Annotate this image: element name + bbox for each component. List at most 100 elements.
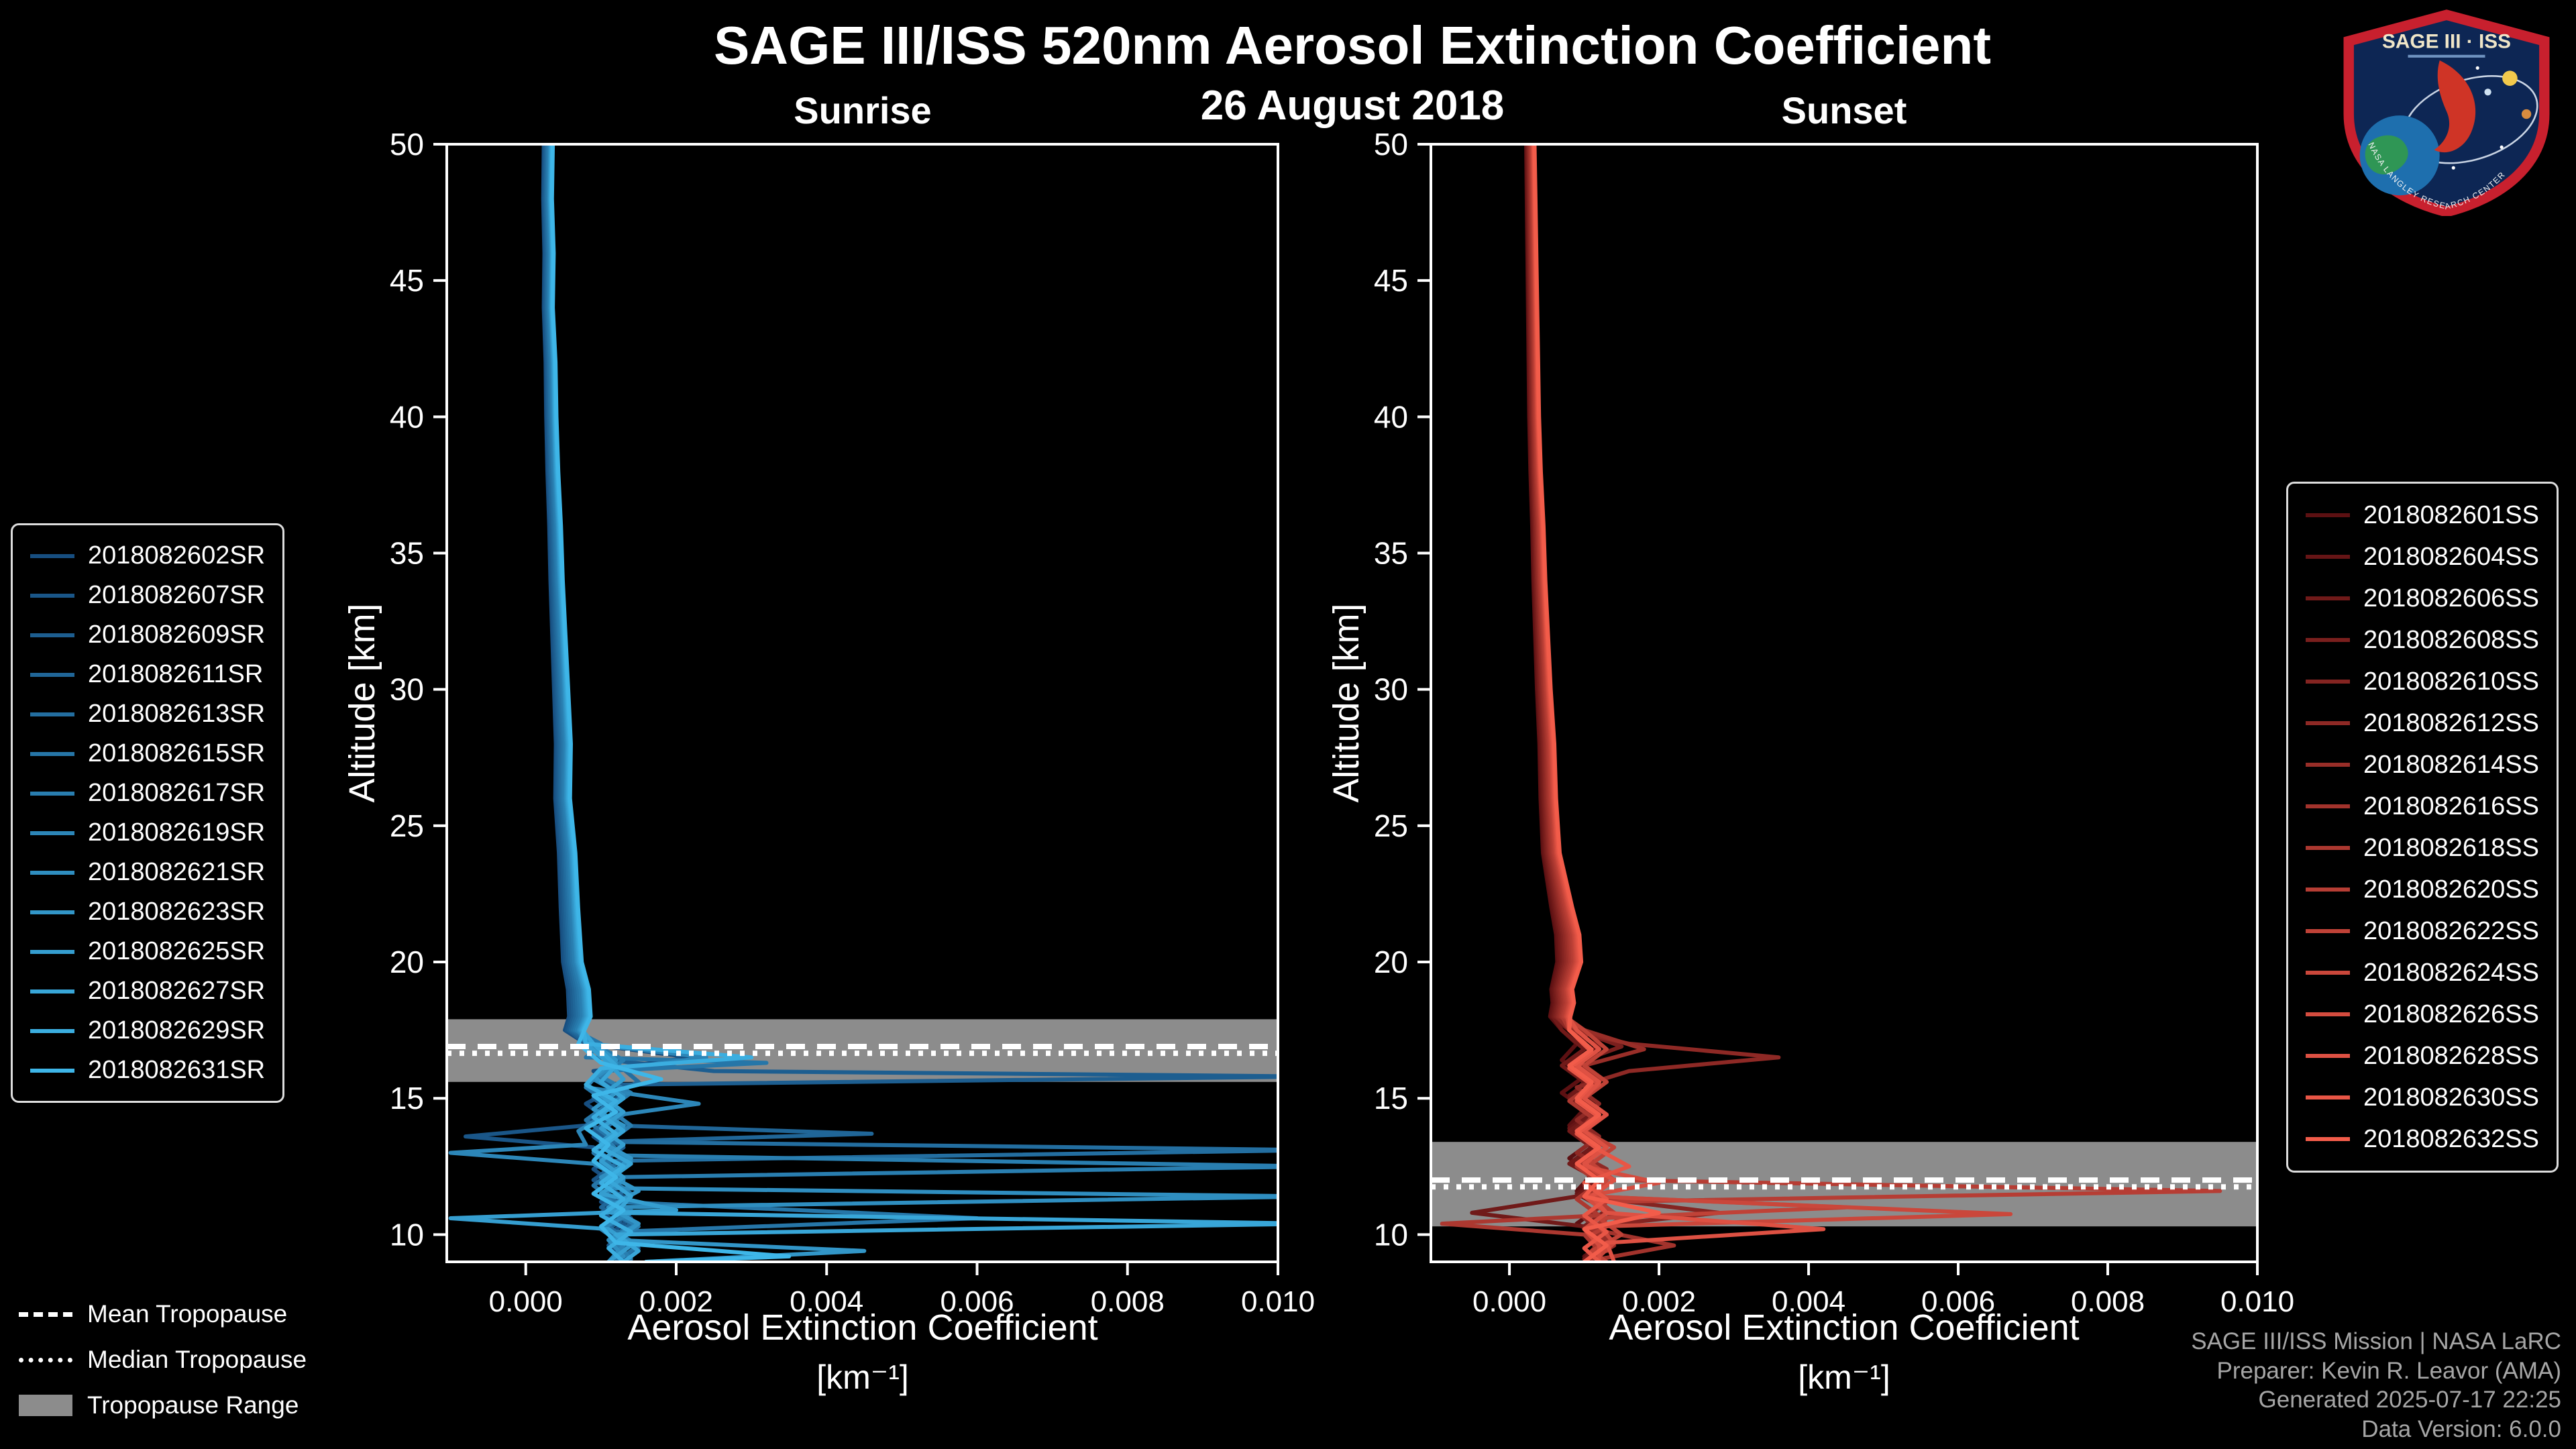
legend-item: 2018082619SR <box>30 813 265 853</box>
legend-label: 2018082626SS <box>2363 1000 2539 1028</box>
legend-line-sample <box>30 830 74 835</box>
legend-line-sample <box>2305 804 2350 808</box>
profile-2018082621SR <box>547 144 1278 1258</box>
profile-2018082624SS <box>1531 144 2013 1258</box>
legend-item: 2018082615SR <box>30 734 265 773</box>
legend-label: 2018082602SR <box>88 541 266 570</box>
logo-figure <box>2434 60 2476 153</box>
y-tick-label: 35 <box>1374 536 1408 571</box>
legend-label: 2018082625SR <box>88 937 266 965</box>
legend-line-sample <box>30 989 74 994</box>
figure-date: 26 August 2018 <box>1200 83 1505 129</box>
tropopause-range-label: Tropopause Range <box>87 1391 299 1419</box>
profile-2018082629SR <box>549 144 754 1262</box>
legend-label: 2018082608SS <box>2363 625 2539 654</box>
legend-label: 2018082606SS <box>2363 584 2539 612</box>
y-tick-label: 30 <box>1374 672 1408 707</box>
sunset-panel-title: Sunset <box>1781 89 1907 131</box>
legend-line-sample <box>2305 1054 2350 1058</box>
sunrise-legend: 2018082602SR 2018082607SR 2018082609SR 2018… <box>11 523 285 1103</box>
legend-item: 2018082602SR <box>30 536 265 576</box>
sunrise-x-axis-units: [km⁻¹] <box>816 1358 909 1396</box>
sunset-plot: 10 15 20 25 30 35 40 45 50 0.000 0.002 0.004 0.006 0.… <box>1374 127 2294 1318</box>
legend-line-sample <box>30 1068 74 1073</box>
legend-label: 2018082629SR <box>88 1016 266 1044</box>
logo-star <box>2451 166 2455 170</box>
x-tick-label: 0.002 <box>639 1285 713 1318</box>
legend-label: 2018082621SR <box>88 858 266 886</box>
legend-item: 2018082623SR <box>30 892 265 932</box>
legend-label: 2018082617SR <box>88 779 266 807</box>
x-tick-label: 0.000 <box>489 1285 563 1318</box>
legend-item: 2018082617SR <box>30 773 265 813</box>
median-tropopause-label: Median Tropopause <box>87 1346 307 1373</box>
legend-line-sample <box>30 910 74 914</box>
x-tick-label: 0.002 <box>1622 1285 1696 1318</box>
y-tick-label: 25 <box>1374 808 1408 843</box>
legend-label: 2018082601SS <box>2363 500 2539 529</box>
x-tick-label: 0.008 <box>2071 1285 2145 1318</box>
legend-line-sample <box>30 633 74 637</box>
axes-frame <box>1430 143 2259 1263</box>
legend-item: 2018082601SS <box>2305 494 2539 536</box>
legend-label: 2018082615SR <box>88 739 266 767</box>
legend-label: 2018082607SR <box>88 581 266 609</box>
y-tick-label: 10 <box>1374 1217 1408 1252</box>
y-tick-label: 50 <box>390 127 424 162</box>
legend-item: 2018082607SR <box>30 576 265 615</box>
legend-item: 2018082613SR <box>30 694 265 734</box>
legend-line-sample <box>30 553 74 558</box>
x-tick-label: 0.000 <box>1472 1285 1546 1318</box>
credits-block: SAGE III/ISS Mission | NASA LaRC Prepare… <box>2191 1327 2561 1444</box>
x-tick-label: 0.006 <box>1921 1285 1995 1318</box>
profile-2018082617SR <box>546 144 1278 1261</box>
sage-iss-logo: SAGE III · ISS NASA LANGLEY RESEARCH CEN… <box>2343 9 2550 216</box>
y-tick-label: 20 <box>1374 945 1408 979</box>
y-tick-label: 15 <box>390 1081 424 1116</box>
y-tick-label: 45 <box>390 263 424 298</box>
legend-line-sample <box>2305 846 2350 850</box>
y-tick-label: 50 <box>1374 127 1408 162</box>
legend-line-sample <box>30 870 74 875</box>
legend-item: 2018082622SS <box>2305 910 2539 952</box>
legend-line-sample <box>30 672 74 677</box>
legend-item: 2018082630SS <box>2305 1077 2539 1118</box>
legend-label: 2018082628SS <box>2363 1041 2539 1070</box>
legend-label: 2018082610SS <box>2363 667 2539 696</box>
x-tick-label: 0.010 <box>1241 1285 1315 1318</box>
legend-line-sample <box>2305 1012 2350 1016</box>
legend-line-sample <box>2305 638 2350 642</box>
logo-star <box>2500 145 2504 149</box>
profile-2018082619SR <box>448 144 708 1262</box>
sunset-legend: 2018082601SS 2018082604SS 2018082606SS 2018… <box>2286 482 2559 1173</box>
legend-item: 2018082632SS <box>2305 1118 2539 1160</box>
legend-line-sample <box>2305 721 2350 725</box>
profile-2018082627SR <box>549 144 1278 1262</box>
legend-line-sample <box>2305 1095 2350 1099</box>
legend-label: 2018082611SR <box>88 660 264 688</box>
dotted-line-sample <box>19 1357 72 1362</box>
sunrise-plot: 10 15 20 25 30 35 40 45 50 0.000 0.002 0.004 0.006 0.… <box>390 127 1315 1318</box>
legend-item: 2018082611SR <box>30 655 265 694</box>
x-tick-label: 0.004 <box>790 1285 863 1318</box>
mission-credit: SAGE III/ISS Mission | NASA LaRC <box>2191 1328 2561 1355</box>
logo-title-text: SAGE III · ISS <box>2382 30 2511 52</box>
mean-tropopause-label: Mean Tropopause <box>87 1300 288 1328</box>
profile-2018082618SS <box>1440 144 1601 1262</box>
sunrise-x-axis-label: Aerosol Extinction Coefficient <box>627 1307 1098 1348</box>
legend-label: 2018082622SS <box>2363 916 2539 945</box>
legend-label: 2018082620SS <box>2363 875 2539 904</box>
legend-item: 2018082608SS <box>2305 619 2539 661</box>
tropopause-range-legend-item: Tropopause Range <box>19 1391 307 1419</box>
profile-2018082609SR <box>543 144 1278 1262</box>
median-tropopause-legend-item: Median Tropopause <box>19 1346 307 1374</box>
y-tick-label: 20 <box>390 945 424 979</box>
legend-item: 2018082604SS <box>2305 536 2539 578</box>
legend-item: 2018082631SR <box>30 1051 265 1090</box>
dashed-line-sample <box>19 1311 72 1317</box>
legend-label: 2018082623SR <box>88 898 266 926</box>
legend-item: 2018082625SR <box>30 932 265 971</box>
legend-line-sample <box>2305 763 2350 767</box>
x-tick-label: 0.008 <box>1091 1285 1165 1318</box>
